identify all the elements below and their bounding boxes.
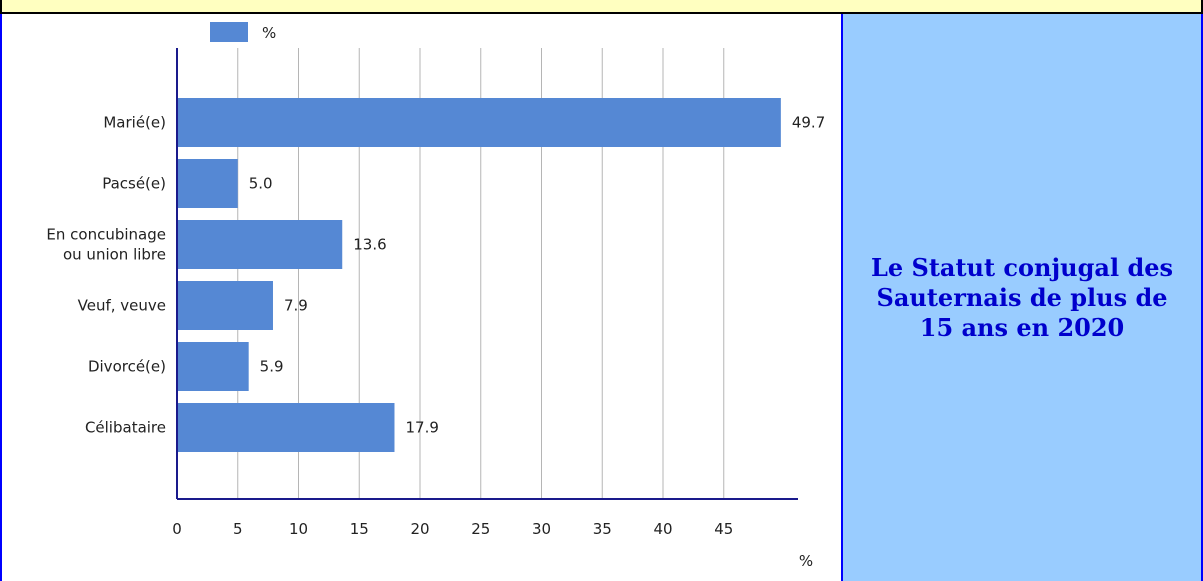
bar-value-label: 17.9: [405, 419, 438, 437]
bar-value-label: 5.9: [260, 358, 284, 376]
x-tick-label: 0: [172, 520, 182, 538]
bar-1: [178, 98, 781, 147]
y-category-label: En concubinage: [46, 226, 166, 244]
bar-value-label: 5.0: [249, 175, 273, 193]
x-tick-label: 45: [714, 520, 733, 538]
bar-4: [178, 281, 273, 330]
bar-3: [178, 220, 343, 269]
y-category-label: Divorcé(e): [88, 358, 166, 376]
legend-swatch: [210, 22, 248, 42]
x-tick-label: 5: [233, 520, 243, 538]
top-banner-strip: [0, 0, 1203, 14]
bar-2: [178, 159, 238, 208]
x-tick-label: 25: [471, 520, 490, 538]
chart-title: Le Statut conjugal des Sauternais de plu…: [870, 252, 1173, 342]
x-tick-label: 20: [410, 520, 429, 538]
bar-value-label: 49.7: [792, 114, 825, 132]
bar-chart: % 0 5 10 15 20 25 30 35 40 45% 49.7 Marié(e) 5.0 Pacsé…: [46, 22, 825, 570]
bar-5: [178, 342, 249, 391]
legend-label: %: [262, 24, 276, 42]
x-tick-label: 40: [653, 520, 672, 538]
x-tick-label: 10: [289, 520, 308, 538]
bar-value-label: 13.6: [353, 236, 386, 254]
x-tick-label: 15: [350, 520, 369, 538]
x-tick-label: 30: [532, 520, 551, 538]
y-category-label: Célibataire: [85, 419, 166, 437]
bar-6: [178, 403, 395, 452]
x-tick-label: 35: [593, 520, 612, 538]
chart-panel: % 0 5 10 15 20 25 30 35 40 45% 49.7 Marié(e) 5.0 Pacsé…: [0, 14, 843, 581]
y-category-label: Veuf, veuve: [78, 297, 166, 315]
title-panel: Le Statut conjugal des Sauternais de plu…: [843, 14, 1203, 581]
y-category-label: Marié(e): [103, 114, 166, 132]
y-category-label: Pacsé(e): [102, 175, 166, 193]
bar-value-label: 7.9: [284, 297, 308, 315]
x-axis-title: %: [799, 552, 813, 570]
y-category-label: ou union libre: [63, 246, 166, 264]
